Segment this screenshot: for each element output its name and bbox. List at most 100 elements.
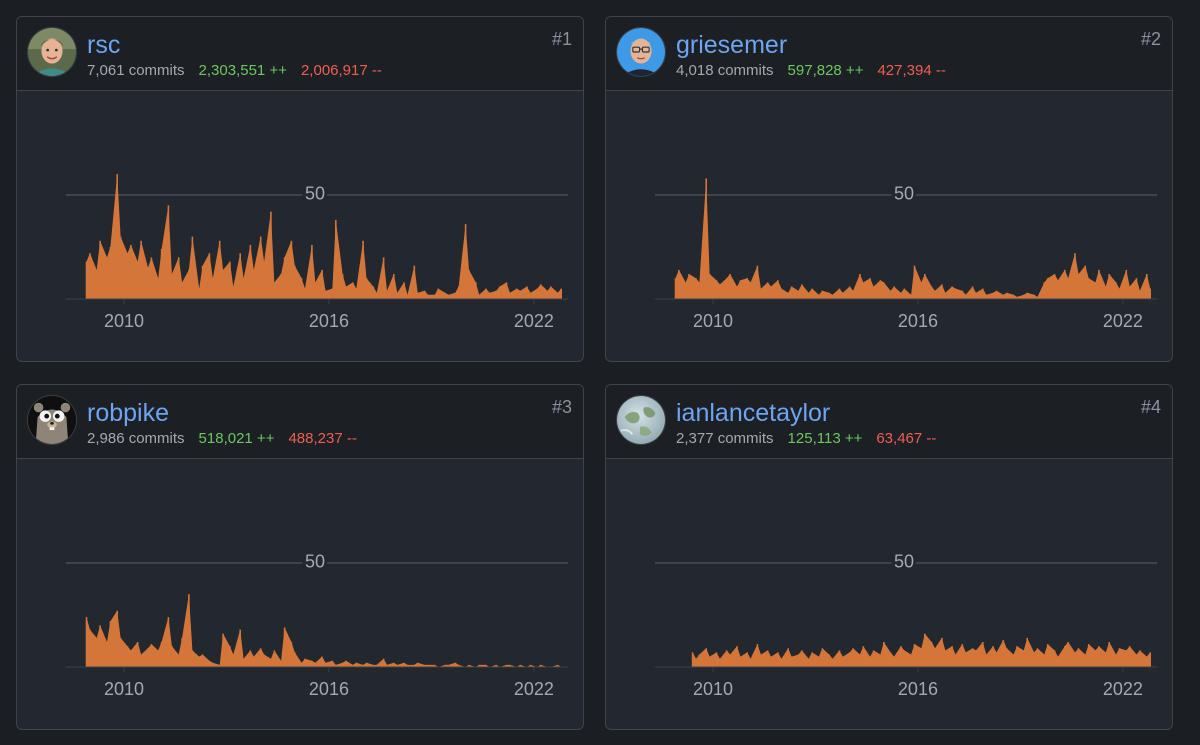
- commit-activity-chart: 50 2010 2016 2022: [606, 92, 1172, 361]
- commit-bar: [283, 627, 286, 667]
- commit-bar: [157, 650, 159, 667]
- commit-bar: [1005, 292, 1008, 299]
- commit-bar: [920, 282, 923, 299]
- commit-bar: [321, 269, 323, 299]
- commit-bar: [1067, 278, 1069, 299]
- commit-bar: [157, 278, 159, 299]
- x-tick-label: 2022: [1103, 311, 1143, 331]
- commit-bar: [365, 278, 368, 299]
- commit-bar: [468, 269, 470, 299]
- commit-bar: [1057, 280, 1059, 299]
- commit-bar: [239, 253, 241, 299]
- commit-bar: [893, 286, 895, 299]
- commit-bar: [852, 290, 854, 299]
- commit-bar: [1043, 282, 1046, 299]
- commit-bar: [498, 286, 501, 299]
- commit-bar: [229, 261, 231, 299]
- commit-bar: [239, 629, 241, 667]
- commit-bar: [766, 282, 769, 299]
- commit-bar: [811, 652, 813, 667]
- commit-bar: [167, 205, 170, 299]
- commit-bar: [975, 650, 977, 667]
- commit-bar: [900, 292, 902, 299]
- commit-bar: [457, 286, 460, 299]
- commit-bar: [416, 662, 419, 667]
- commit-bar: [109, 621, 112, 667]
- commit-bar: [355, 662, 358, 667]
- commit-bar: [167, 617, 170, 667]
- contributor-card: griesemer 4,018 commits 597,828 ++ 427,394 …: [605, 16, 1173, 362]
- commit-bar: [478, 294, 480, 299]
- commit-bar: [99, 240, 101, 299]
- commit-bar: [842, 656, 844, 667]
- commit-bar: [961, 644, 964, 667]
- commit-bar: [760, 288, 762, 299]
- commit-bar: [1094, 650, 1097, 667]
- rank-badge: #1: [551, 29, 572, 49]
- commit-bar: [85, 617, 88, 667]
- avatar-photo-rsc[interactable]: [27, 27, 77, 77]
- commit-area-series: [86, 174, 562, 299]
- commit-bar: [464, 224, 467, 299]
- contributor-stats: 7,061 commits 2,303,551 ++ 2,006,917 --: [87, 62, 396, 80]
- additions-count: 125,113 ++: [787, 430, 863, 447]
- commit-bar: [913, 644, 916, 667]
- commit-bar: [447, 664, 450, 667]
- commit-bar: [242, 278, 245, 299]
- commit-bar: [516, 288, 518, 299]
- commit-bar: [951, 646, 953, 667]
- commit-bar: [331, 660, 334, 667]
- commit-bar: [304, 288, 306, 299]
- commit-bar: [1149, 288, 1151, 299]
- contributor-username-link[interactable]: robpike: [87, 399, 169, 427]
- commit-bar: [848, 652, 851, 667]
- avatar-globe-ianlancetaylor[interactable]: [616, 395, 666, 445]
- commit-bar: [985, 654, 988, 667]
- contributor-username-link[interactable]: griesemer: [676, 31, 788, 59]
- commit-bar: [1146, 656, 1148, 667]
- commit-bar: [995, 652, 998, 667]
- commit-bar: [468, 664, 470, 667]
- commit-bar: [136, 261, 139, 299]
- commit-bar: [698, 654, 701, 667]
- commit-bar: [495, 664, 498, 667]
- commit-bar: [280, 660, 282, 667]
- commit-bar: [529, 292, 532, 299]
- commit-bar: [749, 282, 752, 299]
- x-tick-label: 2010: [693, 679, 733, 699]
- commit-bar: [790, 286, 793, 299]
- commits-count: 4,018 commits: [676, 62, 774, 79]
- avatar-gopher-robpike[interactable]: [27, 395, 77, 445]
- commit-bar: [536, 288, 539, 299]
- commit-bar: [756, 265, 759, 299]
- commit-bar: [557, 292, 559, 299]
- commit-bar: [314, 282, 317, 299]
- commit-bar: [437, 288, 439, 299]
- commit-bar: [136, 642, 139, 667]
- commit-bar: [147, 267, 149, 299]
- gridline-label: 50: [894, 551, 914, 571]
- commit-bar: [1105, 652, 1107, 667]
- rank-badge: #3: [551, 397, 572, 417]
- commit-bar: [1074, 253, 1076, 299]
- commit-bar: [321, 656, 323, 667]
- commit-bar: [218, 664, 221, 667]
- commit-bar: [872, 650, 875, 667]
- commit-bar: [889, 290, 892, 299]
- contributor-username-link[interactable]: ianlancetaylor: [676, 399, 831, 427]
- commit-bar: [222, 269, 224, 299]
- commit-bar: [1098, 646, 1100, 667]
- commit-bar: [177, 654, 180, 667]
- commit-bar: [119, 236, 122, 299]
- commit-activity-chart: 50 2010 2016 2022: [17, 92, 583, 361]
- commit-bar: [263, 654, 265, 667]
- commit-bar: [1012, 294, 1015, 299]
- commit-bar: [550, 286, 552, 299]
- commit-bar: [89, 253, 91, 299]
- commit-bar: [746, 278, 748, 299]
- commit-bar: [130, 650, 132, 667]
- contributor-username-link[interactable]: rsc: [87, 31, 121, 59]
- commit-bar: [1036, 648, 1039, 667]
- commit-bar: [109, 247, 112, 299]
- avatar-photo-griesemer[interactable]: [616, 27, 666, 77]
